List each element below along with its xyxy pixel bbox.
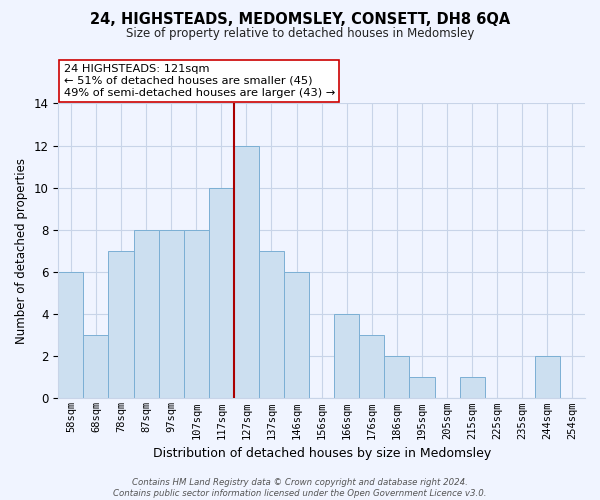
- Text: Size of property relative to detached houses in Medomsley: Size of property relative to detached ho…: [126, 28, 474, 40]
- Y-axis label: Number of detached properties: Number of detached properties: [15, 158, 28, 344]
- Bar: [259, 251, 284, 398]
- Bar: [460, 378, 485, 398]
- Text: 24, HIGHSTEADS, MEDOMSLEY, CONSETT, DH8 6QA: 24, HIGHSTEADS, MEDOMSLEY, CONSETT, DH8 …: [90, 12, 510, 28]
- Bar: [58, 272, 83, 398]
- Bar: [535, 356, 560, 399]
- Bar: [409, 378, 434, 398]
- Bar: [184, 230, 209, 398]
- Bar: [109, 251, 134, 398]
- Bar: [83, 335, 109, 398]
- Bar: [134, 230, 158, 398]
- Bar: [284, 272, 309, 398]
- X-axis label: Distribution of detached houses by size in Medomsley: Distribution of detached houses by size …: [152, 447, 491, 460]
- Text: 24 HIGHSTEADS: 121sqm
← 51% of detached houses are smaller (45)
49% of semi-deta: 24 HIGHSTEADS: 121sqm ← 51% of detached …: [64, 64, 335, 98]
- Bar: [158, 230, 184, 398]
- Bar: [359, 335, 385, 398]
- Bar: [209, 188, 234, 398]
- Bar: [334, 314, 359, 398]
- Bar: [234, 146, 259, 398]
- Bar: [385, 356, 409, 399]
- Text: Contains HM Land Registry data © Crown copyright and database right 2024.
Contai: Contains HM Land Registry data © Crown c…: [113, 478, 487, 498]
